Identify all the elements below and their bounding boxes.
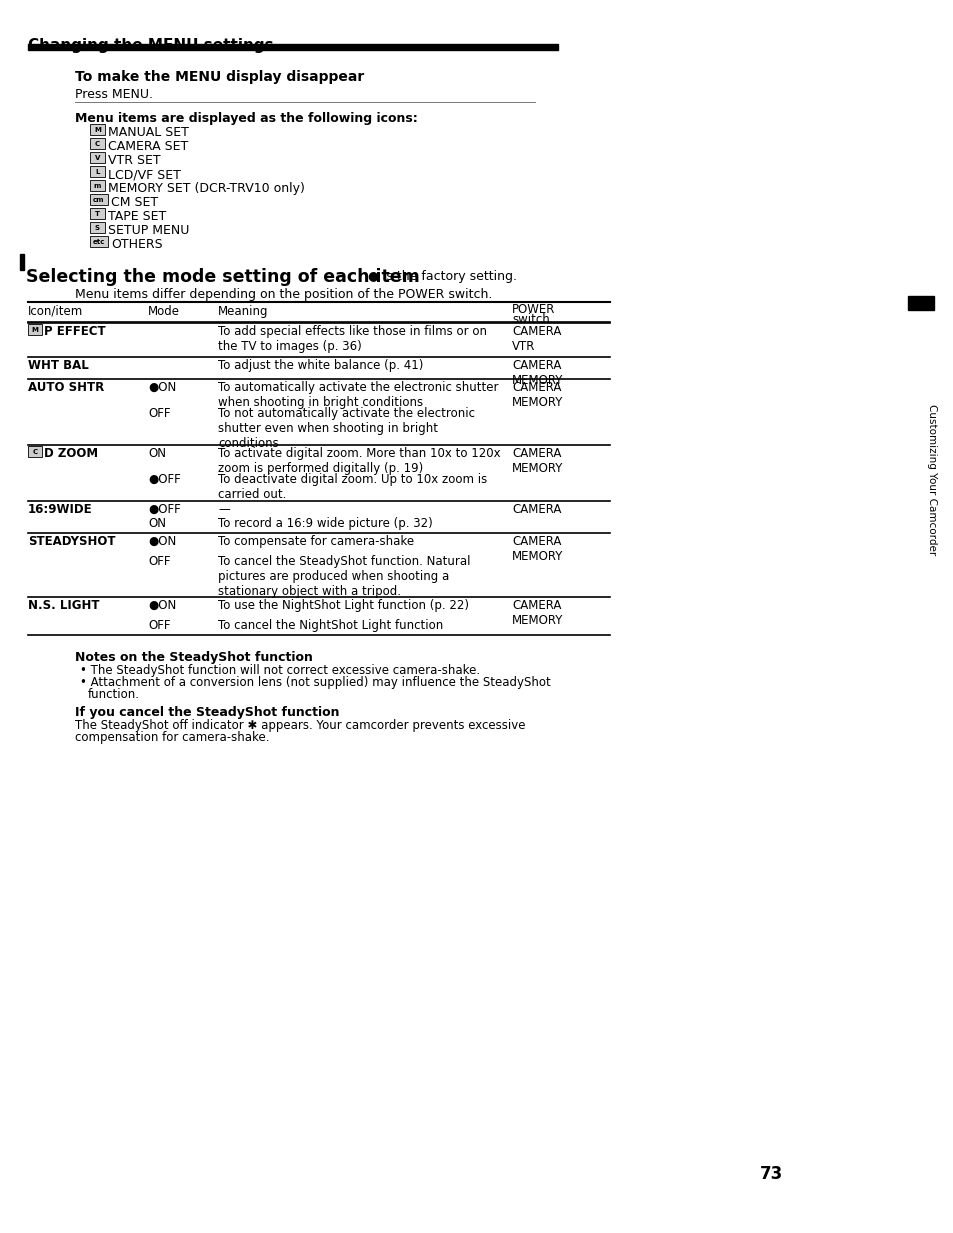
Text: ON: ON	[148, 517, 166, 530]
Bar	[90, 138, 105, 149]
Text: OFF: OFF	[148, 407, 171, 420]
Bar	[90, 180, 105, 191]
Text: CAMERA
MEMORY: CAMERA MEMORY	[512, 599, 563, 628]
Text: Changing the MENU settings: Changing the MENU settings	[28, 38, 274, 53]
Text: WHT BAL: WHT BAL	[28, 359, 89, 372]
Text: switch: switch	[512, 313, 549, 326]
Text: Notes on the SteadyShot function: Notes on the SteadyShot function	[75, 651, 313, 665]
Text: cm: cm	[93, 196, 105, 202]
Text: CAMERA
MEMORY: CAMERA MEMORY	[512, 535, 563, 563]
Text: ●OFF: ●OFF	[148, 473, 180, 486]
Text: OTHERS: OTHERS	[111, 238, 162, 252]
Text: C: C	[32, 449, 37, 455]
Text: To automatically activate the electronic shutter
when shooting in bright conditi: To automatically activate the electronic…	[218, 381, 498, 409]
Text: ●ON: ●ON	[148, 381, 176, 395]
Text: —: —	[218, 503, 230, 515]
Text: CAMERA SET: CAMERA SET	[108, 141, 188, 153]
Text: SETUP MENU: SETUP MENU	[108, 224, 190, 237]
Bar	[28, 44, 558, 51]
Bar	[90, 208, 105, 219]
Text: D ZOOM: D ZOOM	[44, 448, 98, 460]
Text: OFF: OFF	[148, 619, 171, 633]
Text: STEADYSHOT: STEADYSHOT	[28, 535, 115, 547]
Text: LCD/VF SET: LCD/VF SET	[108, 168, 181, 181]
Bar	[28, 446, 42, 457]
Text: ●OFF: ●OFF	[148, 503, 180, 515]
Text: N.S. LIGHT: N.S. LIGHT	[28, 599, 99, 612]
Text: CAMERA
MEMORY: CAMERA MEMORY	[512, 381, 563, 409]
Bar	[90, 236, 108, 247]
Text: Mode: Mode	[148, 305, 180, 318]
Text: M: M	[94, 127, 101, 132]
Text: The SteadyShot off indicator ✱ appears. Your camcorder prevents excessive: The SteadyShot off indicator ✱ appears. …	[75, 719, 525, 732]
Text: MANUAL SET: MANUAL SET	[108, 126, 189, 139]
Text: To compensate for camera-shake: To compensate for camera-shake	[218, 535, 414, 547]
Text: ●ON: ●ON	[148, 535, 176, 547]
Text: To make the MENU display disappear: To make the MENU display disappear	[75, 70, 364, 84]
Text: ●ON: ●ON	[148, 599, 176, 612]
Text: T: T	[95, 211, 100, 217]
Text: AUTO SHTR: AUTO SHTR	[28, 381, 104, 395]
Text: M: M	[31, 327, 38, 333]
Bar	[20, 254, 24, 270]
Text: To use the NightShot Light function (p. 22): To use the NightShot Light function (p. …	[218, 599, 469, 612]
Text: Meaning: Meaning	[218, 305, 268, 318]
Text: ● is the factory setting.: ● is the factory setting.	[368, 270, 517, 284]
Text: m: m	[93, 182, 101, 189]
Text: Selecting the mode setting of each item: Selecting the mode setting of each item	[26, 268, 419, 286]
Bar	[90, 152, 105, 163]
Text: L: L	[95, 169, 99, 175]
Text: To not automatically activate the electronic
shutter even when shooting in brigh: To not automatically activate the electr…	[218, 407, 475, 450]
Text: To deactivate digital zoom. Up to 10x zoom is
carried out.: To deactivate digital zoom. Up to 10x zo…	[218, 473, 487, 501]
Text: 16:9WIDE: 16:9WIDE	[28, 503, 92, 515]
Text: To cancel the NightShot Light function: To cancel the NightShot Light function	[218, 619, 443, 633]
Text: If you cancel the SteadyShot function: If you cancel the SteadyShot function	[75, 707, 339, 719]
Text: Menu items are displayed as the following icons:: Menu items are displayed as the followin…	[75, 112, 417, 125]
Text: To record a 16:9 wide picture (p. 32): To record a 16:9 wide picture (p. 32)	[218, 517, 433, 530]
Text: Icon/item: Icon/item	[28, 305, 83, 318]
Text: • Attachment of a conversion lens (not supplied) may influence the SteadyShot: • Attachment of a conversion lens (not s…	[80, 676, 550, 689]
Text: CAMERA
MEMORY: CAMERA MEMORY	[512, 448, 563, 475]
Text: compensation for camera-shake.: compensation for camera-shake.	[75, 731, 269, 743]
Bar	[90, 166, 105, 178]
Text: Menu items differ depending on the position of the POWER switch.: Menu items differ depending on the posit…	[75, 289, 492, 301]
Text: CM SET: CM SET	[111, 196, 158, 210]
Text: CAMERA
VTR: CAMERA VTR	[512, 326, 560, 353]
Text: Customizing Your Camcorder: Customizing Your Camcorder	[926, 404, 936, 556]
Text: VTR SET: VTR SET	[108, 154, 160, 166]
Text: 73: 73	[760, 1165, 782, 1182]
Bar	[90, 125, 105, 134]
Bar	[90, 194, 108, 205]
Text: MEMORY SET (DCR-TRV10 only): MEMORY SET (DCR-TRV10 only)	[108, 182, 305, 195]
Text: TAPE SET: TAPE SET	[108, 210, 166, 223]
Bar	[28, 324, 42, 335]
Bar	[907, 296, 933, 309]
Text: To activate digital zoom. More than 10x to 120x
zoom is performed digitally (p. : To activate digital zoom. More than 10x …	[218, 448, 500, 475]
Text: CAMERA: CAMERA	[512, 503, 560, 515]
Text: OFF: OFF	[148, 555, 171, 568]
Text: CAMERA
MEMORY: CAMERA MEMORY	[512, 359, 563, 387]
Text: S: S	[95, 224, 100, 231]
Text: • The SteadyShot function will not correct excessive camera-shake.: • The SteadyShot function will not corre…	[80, 665, 479, 677]
Text: To adjust the white balance (p. 41): To adjust the white balance (p. 41)	[218, 359, 423, 372]
Text: Press MENU.: Press MENU.	[75, 88, 152, 101]
Text: ON: ON	[148, 448, 166, 460]
Bar	[90, 222, 105, 233]
Text: To add special effects like those in films or on
the TV to images (p. 36): To add special effects like those in fil…	[218, 326, 486, 353]
Text: POWER: POWER	[512, 303, 555, 316]
Text: C: C	[95, 141, 100, 147]
Text: P EFFECT: P EFFECT	[44, 326, 106, 338]
Text: function.: function.	[88, 688, 140, 702]
Text: To cancel the SteadyShot function. Natural
pictures are produced when shooting a: To cancel the SteadyShot function. Natur…	[218, 555, 470, 598]
Text: V: V	[94, 154, 100, 160]
Text: etc: etc	[92, 238, 105, 244]
